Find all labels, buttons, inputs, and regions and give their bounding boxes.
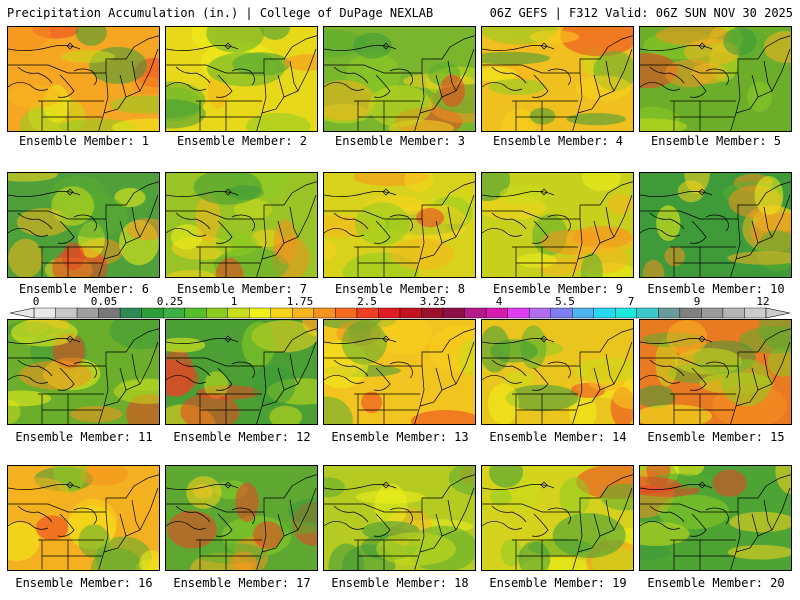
ensemble-member-label: Ensemble Member: 13 xyxy=(331,430,469,444)
ensemble-member-map xyxy=(7,319,160,425)
color-scale-cell xyxy=(572,307,594,319)
ensemble-member-label: Ensemble Member: 2 xyxy=(176,134,308,148)
header-left-title: Precipitation Accumulation (in.) | Colle… xyxy=(7,6,434,20)
ensemble-member-label: Ensemble Member: 20 xyxy=(647,576,785,590)
color-scale-cell xyxy=(55,307,78,319)
color-scale-cell xyxy=(636,307,659,319)
color-scale-cell xyxy=(227,307,250,319)
color-scale-cell xyxy=(421,307,444,319)
color-scale-cell xyxy=(313,307,336,319)
ensemble-member-map xyxy=(481,26,634,132)
ensemble-member-map xyxy=(165,319,318,425)
ensemble-member-map xyxy=(323,26,476,132)
ensemble-member-map xyxy=(639,465,792,571)
scale-left-arrow xyxy=(9,307,35,319)
color-scale-tick-label: 5.5 xyxy=(555,295,575,308)
color-scale-cell xyxy=(76,307,99,319)
color-scale-tick-label: 1.75 xyxy=(286,295,314,308)
color-scale-tick-label: 2.5 xyxy=(357,295,377,308)
color-scale-cell xyxy=(33,307,56,319)
color-scale-tick-label: 9 xyxy=(693,295,701,308)
color-scale-cell xyxy=(593,307,616,319)
ensemble-member-label: Ensemble Member: 18 xyxy=(331,576,469,590)
header-right-title: 06Z GEFS | F312 Valid: 06Z SUN NOV 30 20… xyxy=(489,6,793,20)
color-scale-cell xyxy=(356,307,379,319)
color-scale-cell xyxy=(399,307,422,319)
ensemble-member-map xyxy=(481,465,634,571)
color-scale-cell xyxy=(658,307,681,319)
ensemble-member-label: Ensemble Member: 17 xyxy=(173,576,311,590)
ensemble-member-label: Ensemble Member: 10 xyxy=(647,282,785,296)
color-scale-cell xyxy=(464,307,487,319)
scale-right-arrow xyxy=(765,307,791,319)
color-scale-cell xyxy=(206,307,228,319)
color-scale-cell xyxy=(378,307,401,319)
color-scale-cell xyxy=(335,307,358,319)
ensemble-member-label: Ensemble Member: 9 xyxy=(492,282,624,296)
color-scale-cell xyxy=(119,307,142,319)
ensemble-member-label: Ensemble Member: 7 xyxy=(176,282,308,296)
ensemble-member-map xyxy=(639,172,792,278)
color-scale-cell xyxy=(550,307,573,319)
color-scale-cell xyxy=(162,307,185,319)
ensemble-member-map xyxy=(165,172,318,278)
color-scale-cell xyxy=(184,307,207,319)
color-scale-tick-label: 0.05 xyxy=(90,295,118,308)
ensemble-member-label: Ensemble Member: 3 xyxy=(334,134,466,148)
color-scale-cell xyxy=(722,307,745,319)
ensemble-member-label: Ensemble Member: 16 xyxy=(15,576,153,590)
color-scale-cell xyxy=(249,307,272,319)
color-scale-cell xyxy=(485,307,508,319)
color-scale-cell xyxy=(507,307,530,319)
color-scale-bar xyxy=(9,307,791,319)
ensemble-member-map xyxy=(165,465,318,571)
ensemble-member-label: Ensemble Member: 12 xyxy=(173,430,311,444)
ensemble-member-map xyxy=(165,26,318,132)
color-scale-cell xyxy=(98,307,121,319)
ensemble-member-map xyxy=(7,172,160,278)
ensemble-member-label: Ensemble Member: 11 xyxy=(15,430,153,444)
ensemble-member-map xyxy=(7,465,160,571)
color-scale-tick-label: 4 xyxy=(495,295,503,308)
color-scale-cell xyxy=(442,307,465,319)
ensemble-member-label: Ensemble Member: 19 xyxy=(489,576,627,590)
ensemble-member-map xyxy=(323,465,476,571)
color-scale-tick-label: 7 xyxy=(627,295,635,308)
color-scale-cell xyxy=(528,307,551,319)
ensemble-member-label: Ensemble Member: 8 xyxy=(334,282,466,296)
color-scale-cell xyxy=(141,307,164,319)
ensemble-member-label: Ensemble Member: 5 xyxy=(650,134,782,148)
ensemble-member-label: Ensemble Member: 4 xyxy=(492,134,624,148)
ensemble-member-map xyxy=(323,319,476,425)
ensemble-member-map xyxy=(639,319,792,425)
color-scale-cell xyxy=(292,307,315,319)
color-scale-tick-label: 12 xyxy=(756,295,770,308)
ensemble-member-map xyxy=(481,172,634,278)
color-scale-cell xyxy=(270,307,293,319)
color-scale-cell xyxy=(615,307,638,319)
color-scale-cell xyxy=(701,307,724,319)
ensemble-member-label: Ensemble Member: 14 xyxy=(489,430,627,444)
color-scale-tick-label: 3.25 xyxy=(419,295,447,308)
color-scale-tick-label: 1 xyxy=(230,295,238,308)
color-scale-cell xyxy=(744,307,767,319)
ensemble-member-label: Ensemble Member: 15 xyxy=(647,430,785,444)
color-scale-tick-label: 0 xyxy=(32,295,40,308)
ensemble-member-map xyxy=(481,319,634,425)
ensemble-member-map xyxy=(323,172,476,278)
ensemble-member-label: Ensemble Member: 6 xyxy=(18,282,150,296)
color-scale-cell xyxy=(679,307,702,319)
ensemble-member-label: Ensemble Member: 1 xyxy=(18,134,150,148)
color-scale-tick-label: 0.25 xyxy=(156,295,184,308)
ensemble-member-map xyxy=(7,26,160,132)
ensemble-member-map xyxy=(639,26,792,132)
